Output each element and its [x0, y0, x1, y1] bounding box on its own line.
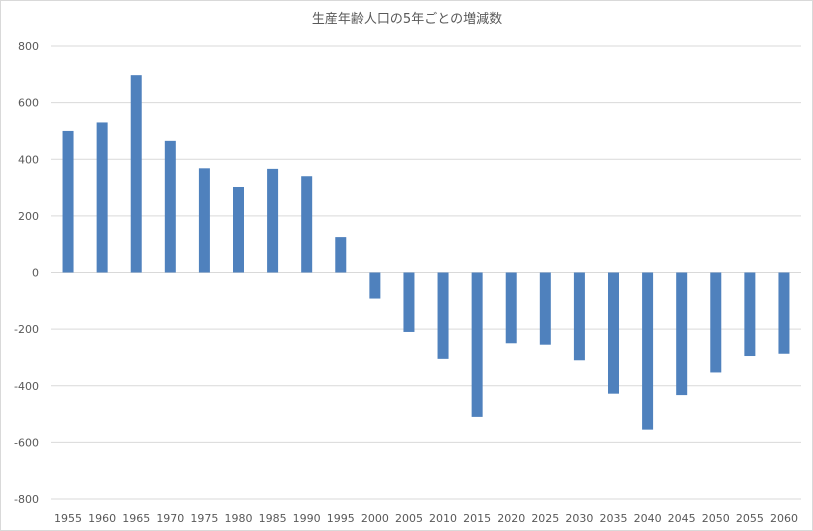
gridlines	[51, 45, 801, 500]
x-tick-label: 2030	[565, 512, 593, 525]
bar-2040	[642, 272, 654, 430]
bar-2000	[369, 272, 381, 299]
x-tick-label: 2010	[429, 512, 457, 525]
bar-2045	[676, 272, 688, 396]
x-tick-label: 2035	[600, 512, 628, 525]
x-tick-label: 1965	[122, 512, 150, 525]
x-tick-label: 2000	[361, 512, 389, 525]
bar-2055	[744, 272, 756, 357]
bar-2030	[573, 272, 585, 361]
bar-2015	[471, 272, 483, 417]
bar-1965	[130, 75, 142, 273]
x-tick-label: 2045	[668, 512, 696, 525]
y-tick-label: -600	[14, 436, 39, 449]
x-tick-label: 1975	[190, 512, 218, 525]
y-axis-tick-labels: 800 600 400 200 0 -200 -400 -600 -800	[14, 40, 39, 506]
x-tick-label: 2040	[634, 512, 662, 525]
y-tick-label: -400	[14, 380, 39, 393]
x-tick-label: 2005	[395, 512, 423, 525]
bar-1975	[198, 168, 210, 273]
bar-1985	[267, 168, 279, 273]
x-tick-label: 1990	[293, 512, 321, 525]
x-tick-label: 2025	[531, 512, 559, 525]
bar-1955	[62, 130, 74, 273]
y-tick-label: 0	[32, 267, 39, 280]
y-tick-label: -200	[14, 323, 39, 336]
x-axis-tick-labels: 1955 1960 1965 1970 1975 1980 1985 1990 1995 2000…	[54, 512, 798, 525]
bar-2005	[403, 272, 415, 332]
y-tick-label: 800	[18, 40, 39, 53]
bar-1995	[335, 237, 347, 273]
bar-1990	[301, 176, 313, 273]
y-tick-label: 600	[18, 97, 39, 110]
y-tick-label: 400	[18, 153, 39, 166]
chart-title: 生産年齢人口の5年ごとの増減数	[312, 11, 502, 27]
bar-2050	[710, 272, 722, 373]
bar-2060	[778, 272, 790, 354]
x-tick-label: 1955	[54, 512, 82, 525]
bar-1980	[233, 186, 244, 273]
x-tick-label: 2055	[736, 512, 764, 525]
x-tick-label: 2020	[497, 512, 525, 525]
x-tick-label: 1970	[156, 512, 184, 525]
bar-2025	[539, 272, 551, 345]
x-tick-label: 2050	[702, 512, 730, 525]
y-tick-label: 200	[18, 210, 39, 223]
bar-2035	[608, 272, 619, 394]
y-tick-label: -800	[14, 493, 39, 506]
x-tick-label: 2060	[770, 512, 798, 525]
x-tick-label: 2015	[463, 512, 491, 525]
x-tick-label: 1980	[225, 512, 253, 525]
bar-1970	[164, 140, 176, 273]
bar-1960	[96, 122, 108, 273]
bars	[62, 75, 790, 430]
x-tick-label: 1995	[327, 512, 355, 525]
x-tick-label: 1960	[88, 512, 116, 525]
bar-2020	[505, 272, 517, 344]
bar-2010	[437, 272, 449, 359]
x-tick-label: 1985	[259, 512, 287, 525]
